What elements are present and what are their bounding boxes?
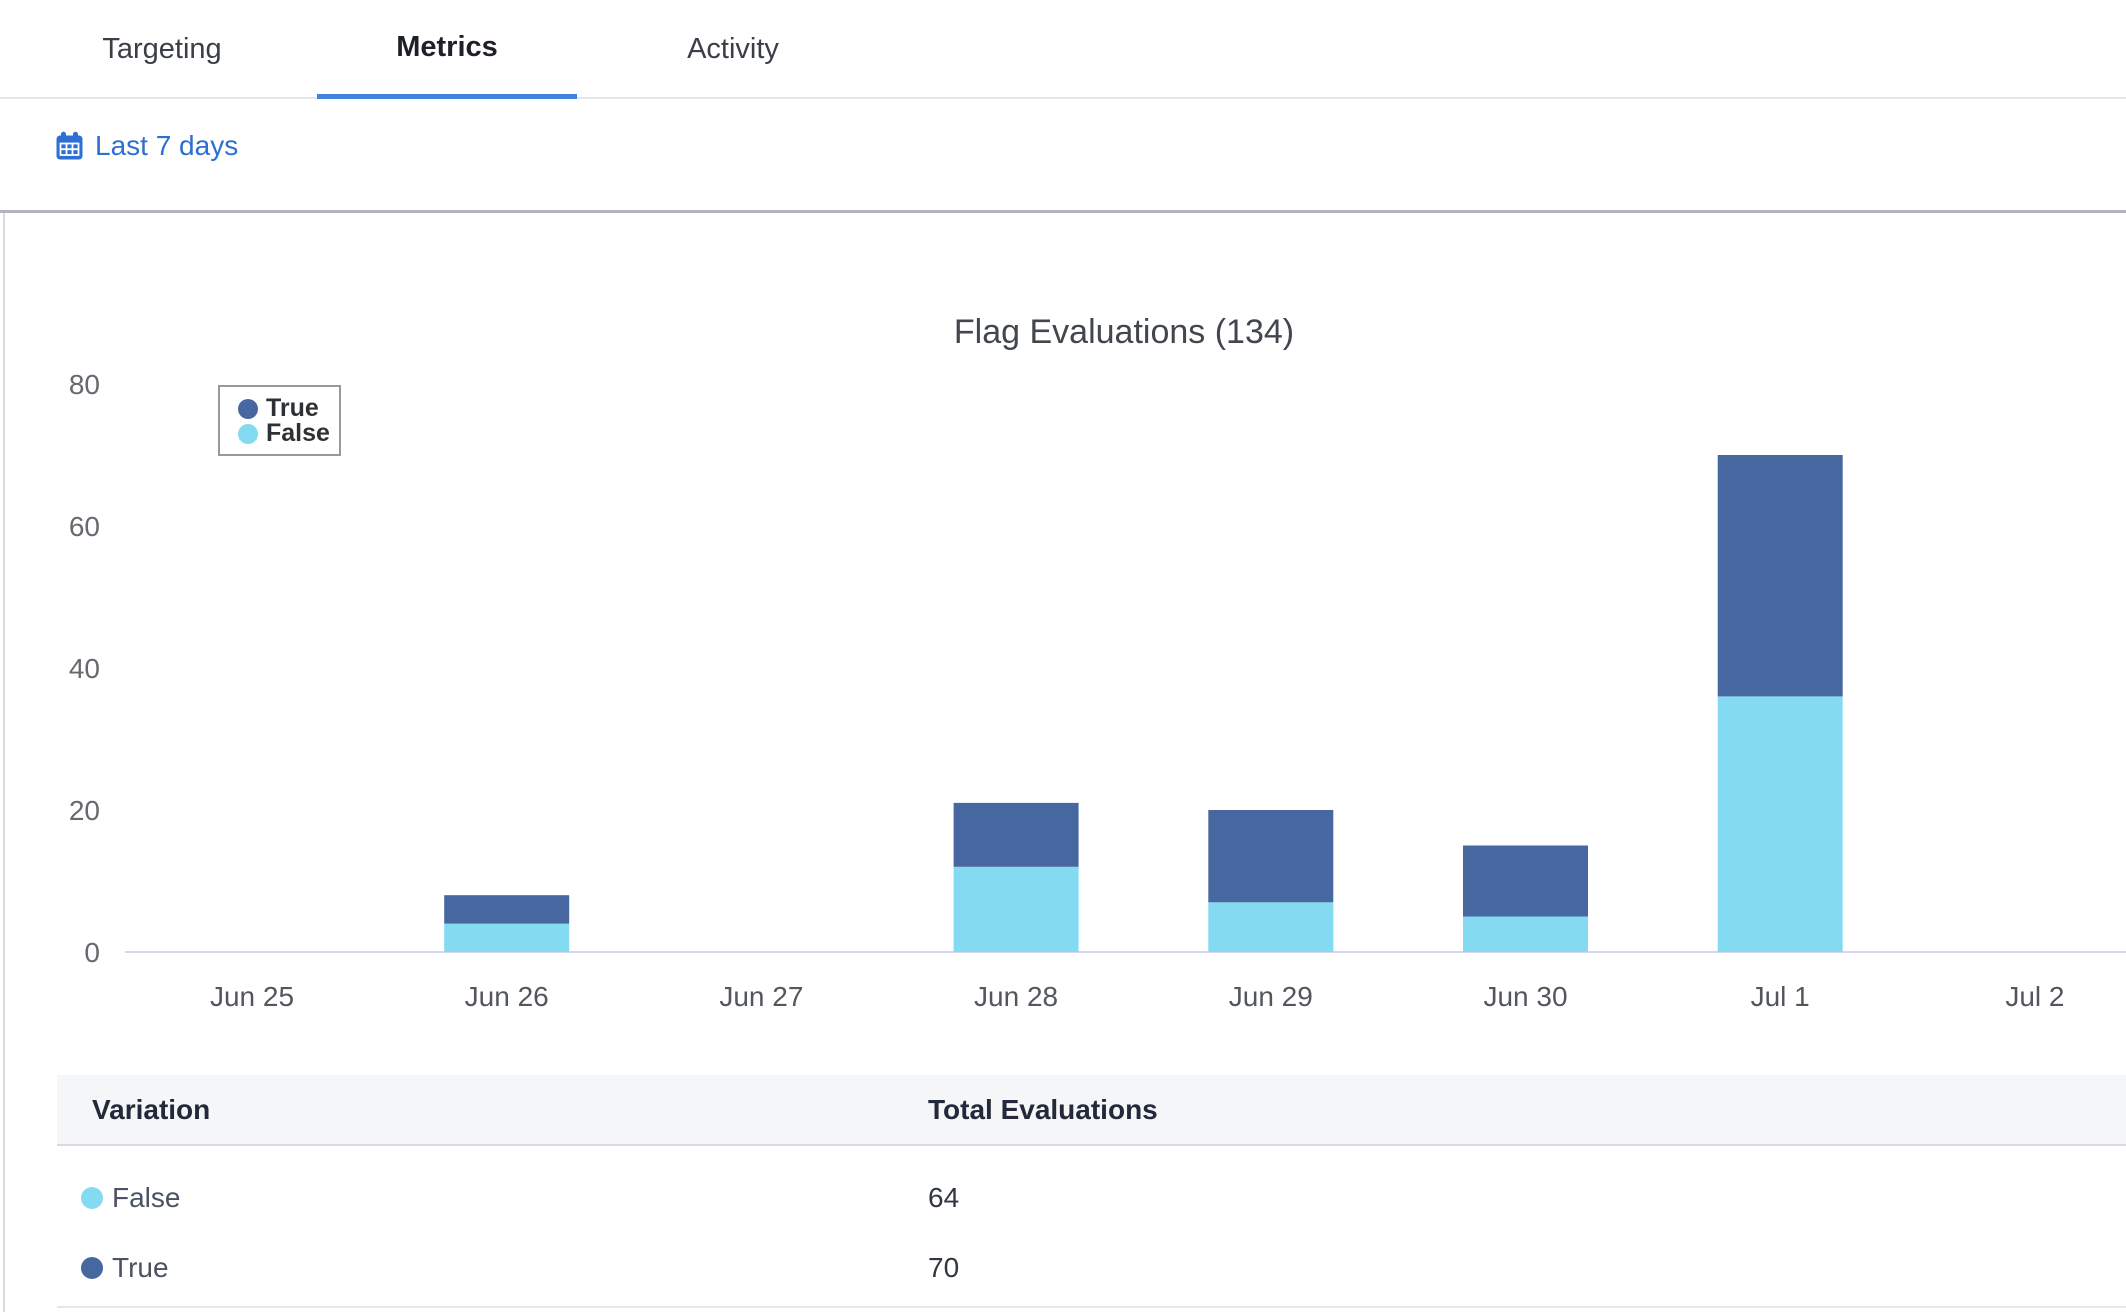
legend-swatch-false-icon <box>238 423 258 444</box>
svg-text:Jun 28: Jun 28 <box>974 981 1058 1012</box>
tab-activity[interactable]: Activity <box>687 33 779 65</box>
legend-label-true: True <box>266 394 319 422</box>
svg-text:Jun 25: Jun 25 <box>210 981 294 1012</box>
variation-name: True <box>112 1252 169 1283</box>
variation-total: 64 <box>928 1182 960 1213</box>
variation-name: False <box>112 1182 181 1213</box>
variation-false-dot-icon <box>81 1187 103 1209</box>
tab-targeting[interactable]: Targeting <box>102 33 222 65</box>
tab-metrics[interactable]: Metrics <box>317 0 577 99</box>
legend-label-false: False <box>266 419 330 447</box>
variation-total: 70 <box>928 1252 960 1283</box>
legend-swatch-true-icon <box>238 398 258 419</box>
panel-left-border <box>3 28 5 1312</box>
svg-text:Jun 30: Jun 30 <box>1483 981 1567 1012</box>
svg-text:60: 60 <box>69 511 100 542</box>
svg-text:Jun 27: Jun 27 <box>719 981 803 1012</box>
tab-bar: Targeting Metrics Activity <box>0 0 2126 99</box>
svg-text:Jul 1: Jul 1 <box>1751 981 1810 1012</box>
table-header-row: Variation Total Evaluations <box>57 1075 2126 1146</box>
table-header-total-evaluations: Total Evaluations <box>928 1093 1158 1125</box>
variation-true-dot-icon <box>81 1257 103 1279</box>
table-header-variation: Variation <box>92 1093 211 1125</box>
table-bottom-border <box>57 1306 2126 1308</box>
chart-legend: True False <box>218 385 341 456</box>
svg-text:Jun 29: Jun 29 <box>1229 981 1313 1012</box>
filter-bar: Last 7 days <box>0 99 2126 213</box>
chart-title: Flag Evaluations (134) <box>953 313 1295 351</box>
date-range-button[interactable]: Last 7 days <box>56 131 238 160</box>
legend-item-true[interactable]: True <box>238 396 331 421</box>
svg-text:20: 20 <box>69 795 100 826</box>
date-range-label: Last 7 days <box>95 130 239 161</box>
svg-text:Jun 26: Jun 26 <box>465 981 549 1012</box>
svg-text:80: 80 <box>69 369 100 400</box>
legend-item-false[interactable]: False <box>238 421 331 446</box>
flag-evaluations-chart: 0 20 40 60 80 Jun 25 Jun 26 Jun 27 Jun 28 Jun 29 J… <box>69 369 2126 1012</box>
table-row: True 70 <box>57 1233 2126 1303</box>
svg-text:Jul 2: Jul 2 <box>2005 981 2064 1012</box>
table-row: False 64 <box>57 1163 2126 1233</box>
svg-text:0: 0 <box>84 937 100 968</box>
svg-text:40: 40 <box>69 653 100 684</box>
calendar-icon <box>56 131 83 160</box>
